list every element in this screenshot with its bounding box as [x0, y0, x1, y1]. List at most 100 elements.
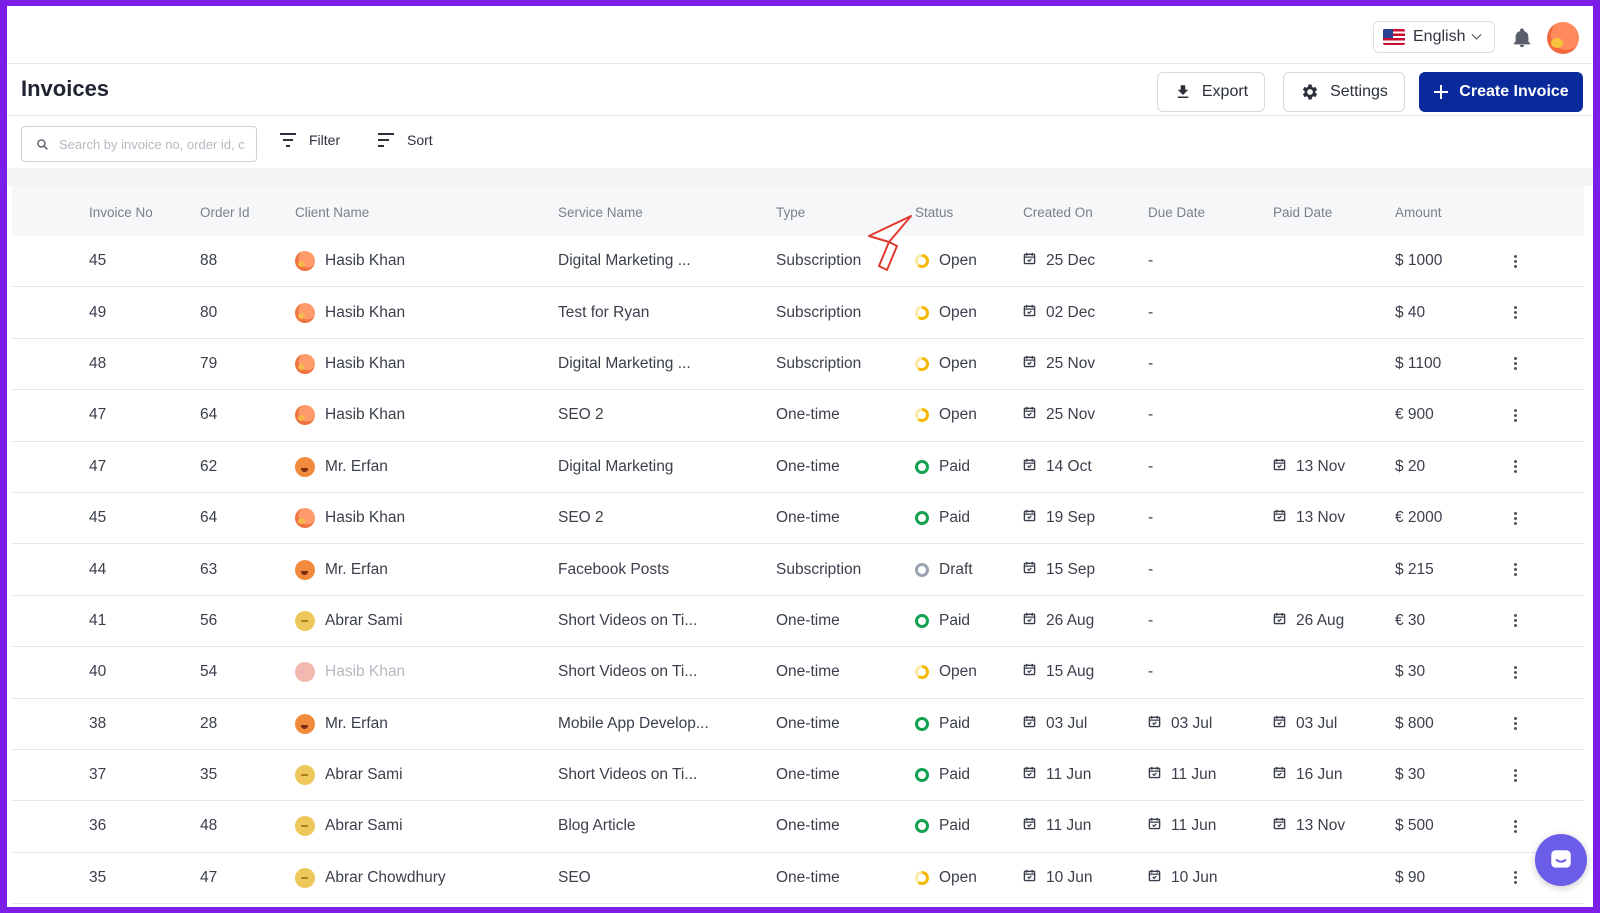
client-cell[interactable]: Mr. Erfan	[295, 442, 388, 492]
client-name: Abrar Sami	[325, 766, 403, 784]
amount: € 2000	[1395, 509, 1443, 527]
calendar-icon	[1023, 766, 1046, 784]
user-avatar[interactable]	[1547, 22, 1579, 54]
order-id: 54	[200, 663, 218, 681]
client-cell[interactable]: Abrar Sami	[295, 801, 403, 851]
created-on: 26 Aug	[1023, 596, 1094, 646]
calendar-icon	[1023, 561, 1046, 579]
column-header-paid-date[interactable]: Paid Date	[1273, 205, 1333, 220]
settings-button[interactable]: Settings	[1283, 72, 1405, 112]
row-menu-button[interactable]	[1506, 750, 1526, 800]
row-menu-button[interactable]	[1506, 236, 1526, 286]
paid-date-value: 03 Jul	[1296, 714, 1338, 732]
chat-support-button[interactable]	[1535, 834, 1587, 886]
client-cell[interactable]: Hasib Khan	[295, 647, 405, 697]
client-cell[interactable]: Mr. Erfan	[295, 544, 388, 594]
invoice-type: One-time	[776, 766, 840, 784]
client-cell[interactable]: Hasib Khan	[295, 287, 405, 337]
row-menu-button[interactable]	[1506, 853, 1526, 903]
table-row[interactable]: 48 79 Hasib Khan Digital Marketing ... Subsc…	[12, 339, 1584, 391]
column-header-amount[interactable]: Amount	[1395, 205, 1442, 220]
table-row[interactable]: 37 35 Abrar Sami Short Videos on Ti... One-t…	[12, 750, 1584, 802]
row-menu-button[interactable]	[1506, 596, 1526, 646]
client-cell[interactable]: Abrar Sami	[295, 750, 403, 800]
order-id: 48	[200, 817, 218, 835]
status-icon	[915, 562, 929, 577]
due-date: 03 Jul	[1148, 699, 1212, 749]
row-menu-button[interactable]	[1506, 544, 1526, 594]
calendar-icon	[1023, 252, 1046, 270]
calendar-icon	[1023, 355, 1046, 373]
search-box[interactable]	[21, 126, 257, 162]
table-row[interactable]: 49 80 Hasib Khan Test for Ryan Subscription O…	[12, 287, 1584, 339]
column-header-created-on[interactable]: Created On	[1023, 205, 1093, 220]
chat-icon	[1551, 850, 1571, 868]
table-row[interactable]: 40 54 Hasib Khan Short Videos on Ti... One-t…	[12, 647, 1584, 699]
table-row[interactable]: 36 48 Abrar Sami Blog Article One-time Paid 11…	[12, 801, 1584, 853]
row-menu-button[interactable]	[1506, 801, 1526, 851]
column-header-status[interactable]: Status	[915, 205, 954, 220]
avatar	[295, 508, 315, 529]
search-icon	[37, 138, 48, 150]
created-date: 03 Jul	[1046, 714, 1088, 732]
order-id: 64	[200, 509, 218, 527]
invoice-no: 38	[89, 714, 107, 732]
status-label: Paid	[939, 457, 971, 475]
column-header-order-id[interactable]: Order Id	[200, 205, 250, 220]
table-row[interactable]: 44 63 Mr. Erfan Facebook Posts Subscription D…	[12, 544, 1584, 596]
column-header-client-name[interactable]: Client Name	[295, 205, 370, 220]
sort-button[interactable]: Sort	[377, 132, 433, 148]
created-date: 10 Jun	[1046, 868, 1093, 886]
due-date: -	[1148, 303, 1154, 321]
row-menu-button[interactable]	[1506, 287, 1526, 337]
table-row[interactable]: 41 56 Abrar Sami Short Videos on Ti... One-t…	[12, 596, 1584, 648]
search-input[interactable]	[59, 136, 249, 152]
create-invoice-button[interactable]: Create Invoice	[1419, 72, 1583, 112]
invoice-no: 41	[89, 611, 107, 629]
due-date: 10 Jun	[1148, 853, 1218, 903]
table-row[interactable]: 45 64 Hasib Khan SEO 2 One-time Paid 19 Sep - 13…	[12, 493, 1584, 545]
row-menu-button[interactable]	[1506, 493, 1526, 543]
row-menu-button[interactable]	[1506, 647, 1526, 697]
export-button[interactable]: Export	[1157, 72, 1265, 112]
invoice-type: One-time	[776, 611, 840, 629]
table-row[interactable]: 35 47 Abrar Chowdhury SEO One-time Open 10 Jun…	[12, 853, 1584, 905]
invoice-no: 35	[89, 868, 107, 886]
client-cell[interactable]: Hasib Khan	[295, 390, 405, 440]
column-header-due-date[interactable]: Due Date	[1148, 205, 1206, 220]
created-on: 25 Nov	[1023, 390, 1095, 440]
bell-icon[interactable]	[1511, 26, 1533, 50]
paid-date-value: 13 Nov	[1296, 509, 1346, 527]
paid-date: 13 Nov	[1273, 493, 1345, 543]
row-menu-button[interactable]	[1506, 339, 1526, 389]
row-menu-button[interactable]	[1506, 699, 1526, 749]
client-cell[interactable]: Abrar Chowdhury	[295, 853, 446, 903]
row-menu-button[interactable]	[1506, 442, 1526, 492]
column-header-invoice-no[interactable]: Invoice No	[89, 205, 153, 220]
table-header: Invoice No Order Id Client Name Service …	[12, 186, 1584, 236]
filter-button[interactable]: Filter	[279, 132, 340, 148]
client-cell[interactable]: Abrar Sami	[295, 596, 403, 646]
invoice-type: One-time	[776, 868, 840, 886]
column-header-service-name[interactable]: Service Name	[558, 205, 643, 220]
status-icon	[915, 870, 929, 885]
status-icon	[915, 305, 929, 320]
client-cell[interactable]: Hasib Khan	[295, 236, 405, 286]
order-id: 63	[200, 560, 218, 578]
client-cell[interactable]: Hasib Khan	[295, 493, 405, 543]
table-row[interactable]: 38 28 Mr. Erfan Mobile App Develop... One-ti…	[12, 699, 1584, 750]
language-selector[interactable]: English	[1373, 21, 1495, 53]
table-row[interactable]: 45 88 Hasib Khan Digital Marketing ... Subsc…	[12, 236, 1584, 288]
amount: $ 20	[1395, 457, 1426, 475]
row-menu-button[interactable]	[1506, 390, 1526, 440]
table-row[interactable]: 47 62 Mr. Erfan Digital Marketing One-time Pa…	[12, 442, 1584, 493]
table-row[interactable]: 47 64 Hasib Khan SEO 2 One-time Open 25 Nov - € …	[12, 390, 1584, 442]
service-name: Digital Marketing	[558, 457, 674, 475]
client-cell[interactable]: Mr. Erfan	[295, 699, 388, 749]
client-cell[interactable]: Hasib Khan	[295, 339, 405, 389]
kebab-icon	[1514, 563, 1518, 577]
status-label: Paid	[939, 817, 971, 835]
service-name: SEO 2	[558, 406, 604, 424]
settings-label: Settings	[1330, 83, 1388, 100]
column-header-type[interactable]: Type	[776, 205, 806, 220]
